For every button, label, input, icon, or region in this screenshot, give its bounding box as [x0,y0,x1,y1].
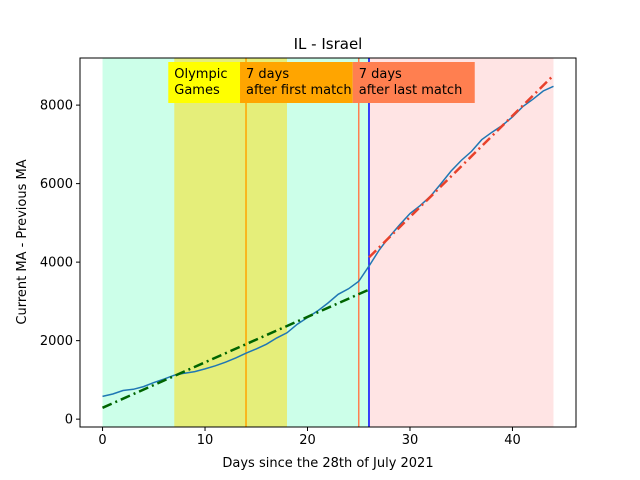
plot-frame [79,57,577,428]
y-tick-label-2: 4000 [40,256,73,271]
chart-title: IL - Israel [294,35,363,53]
y-axis-label: Current MA - Previous MA [15,159,30,324]
x-axis-label: Days since the 28th of July 2021 [222,456,433,471]
series-line-2 [368,74,555,259]
x-tick-label-0: 0 [98,433,106,448]
series-line-1 [101,288,370,409]
annotation-text-2-1: after last match [359,83,463,98]
annotation-text-0-1: Games [174,83,220,98]
x-tick-label-2: 20 [299,433,316,448]
y-axis-ticks: 0 2000 4000 6000 8000 [40,99,80,428]
shaded-region-1 [368,58,554,427]
x-tick-label-4: 40 [504,433,521,448]
annotation-text-2-0: 7 days [359,67,402,82]
annotation-text-0-0: Olympic [174,67,227,82]
y-tick-label-3: 6000 [40,177,73,192]
shaded-region-2 [174,58,288,427]
x-tick-label-1: 10 [197,433,214,448]
annotation-text-1-0: 7 days [246,67,289,82]
series-lines [101,74,555,409]
y-tick-label-0: 0 [65,413,73,428]
annotation-text-1-1: after first match [246,83,352,98]
vertical-markers [245,58,370,427]
annotation-box-0 [168,62,241,103]
x-axis-ticks: 0 10 20 30 40 [98,427,521,448]
y-tick-label-1: 2000 [40,334,73,349]
x-tick-label-3: 30 [402,433,419,448]
y-tick-label-4: 8000 [40,99,73,114]
annotation-box-2 [352,62,475,103]
shaded-regions [102,58,554,427]
annotation-box-1 [240,62,353,103]
